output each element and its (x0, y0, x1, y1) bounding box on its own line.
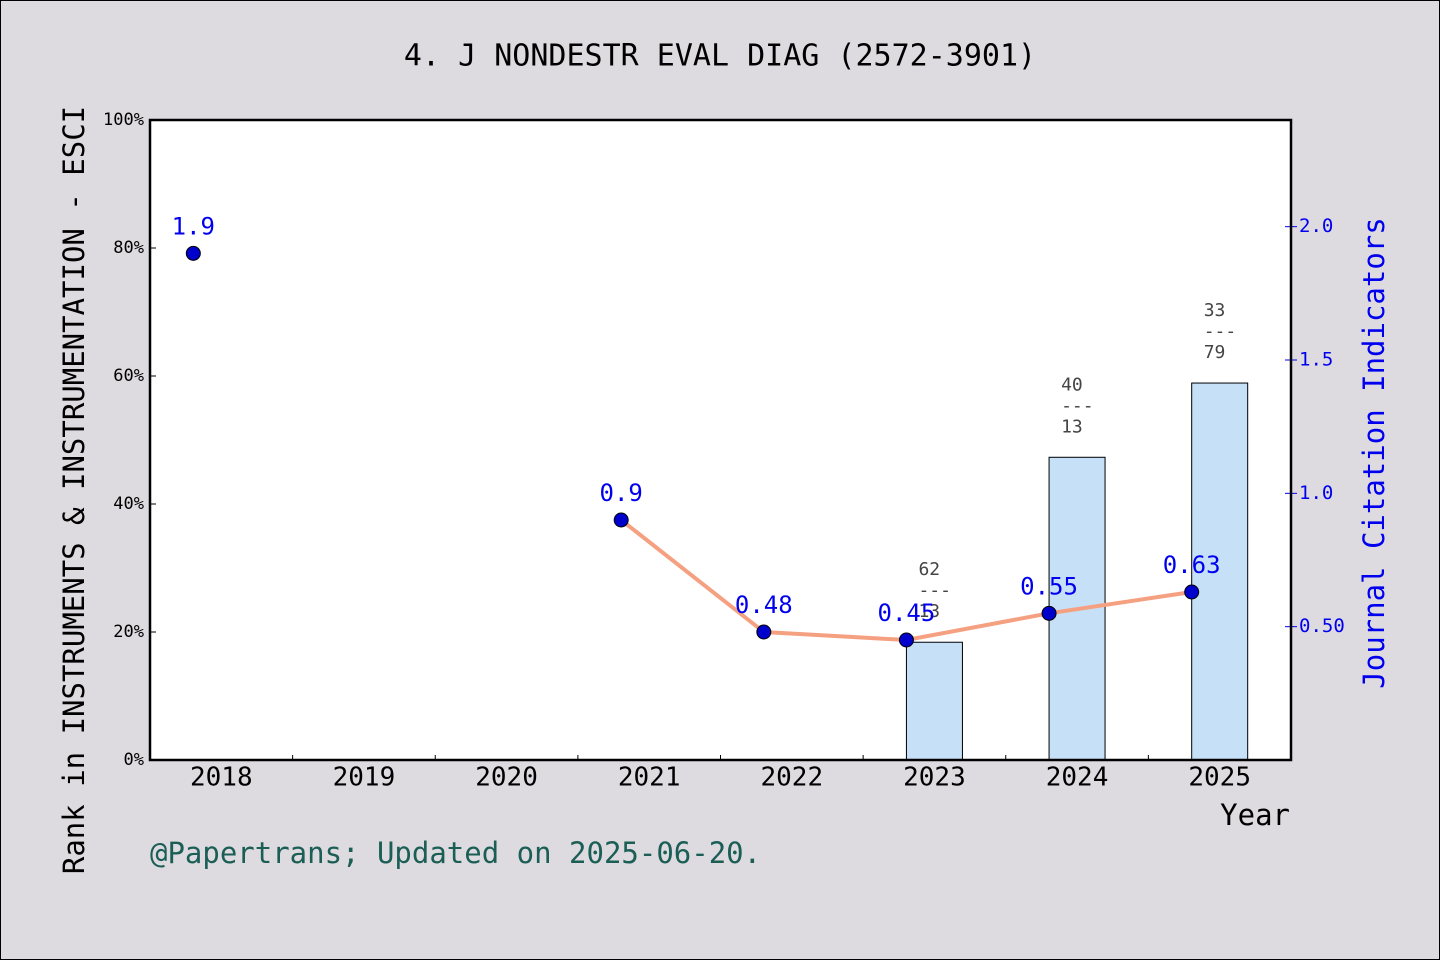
bar-label: 33 (1204, 300, 1226, 321)
x-tick-label: 2023 (903, 763, 966, 793)
jci-label: 0.45 (878, 599, 936, 627)
jci-label: 0.9 (600, 479, 643, 507)
plot-area (150, 120, 1291, 760)
bar-label: 62 (918, 559, 940, 580)
bar (1191, 382, 1249, 761)
plot-frame (148, 118, 1293, 762)
jci-point (898, 632, 914, 648)
x-tick-label: 2025 (1188, 763, 1251, 793)
x-tick-label: 2022 (761, 763, 824, 793)
y2-tick-label: 1.5 (1299, 349, 1333, 371)
bar-label: 79 (1204, 342, 1226, 363)
bar-label: --- (1204, 321, 1237, 342)
y-tick-label: 100% (103, 110, 144, 130)
bar-label: 13 (918, 601, 940, 622)
jci-label: 1.9 (172, 212, 215, 240)
y2-axis-title: Journal Citation Indicators (1357, 217, 1391, 688)
footnote: @Papertrans; Updated on 2025-06-20. (150, 836, 761, 870)
jci-label: 0.55 (1020, 572, 1078, 600)
jci-point (185, 245, 201, 261)
chart-title: 4. J NONDESTR EVAL DIAG (2572-3901) (404, 39, 1036, 74)
jci-point (1041, 605, 1057, 621)
y-tick-label: 60% (113, 366, 144, 386)
y2-tick-label: 1.0 (1299, 482, 1333, 504)
x-tick-label: 2021 (618, 763, 681, 793)
y-tick-label: 0% (124, 750, 144, 770)
y2-tick-label: 0.50 (1299, 615, 1345, 637)
x-tick-label: 2019 (333, 763, 396, 793)
bar-label: 40 (1061, 374, 1083, 395)
x-axis-title: Year (1220, 798, 1290, 832)
x-tick-label: 2020 (475, 763, 538, 793)
bar-label: --- (1061, 395, 1094, 416)
jci-label: 0.48 (735, 591, 793, 619)
bar-label: 13 (1061, 416, 1083, 437)
jci-point (756, 624, 772, 640)
jci-point (1184, 584, 1200, 600)
y-tick-label: 40% (113, 494, 144, 514)
bar-label: --- (918, 580, 951, 601)
y-tick-label: 20% (113, 622, 144, 642)
bar (905, 641, 963, 761)
jci-point (613, 512, 629, 528)
y-axis-title: Rank in INSTRUMENTS & INSTRUMENTATION - … (57, 106, 91, 874)
x-tick-label: 2024 (1046, 763, 1109, 793)
x-tick-label: 2018 (190, 763, 253, 793)
y2-tick-label: 2.0 (1299, 215, 1333, 237)
jci-label: 0.63 (1163, 551, 1221, 579)
y-tick-label: 80% (113, 238, 144, 258)
